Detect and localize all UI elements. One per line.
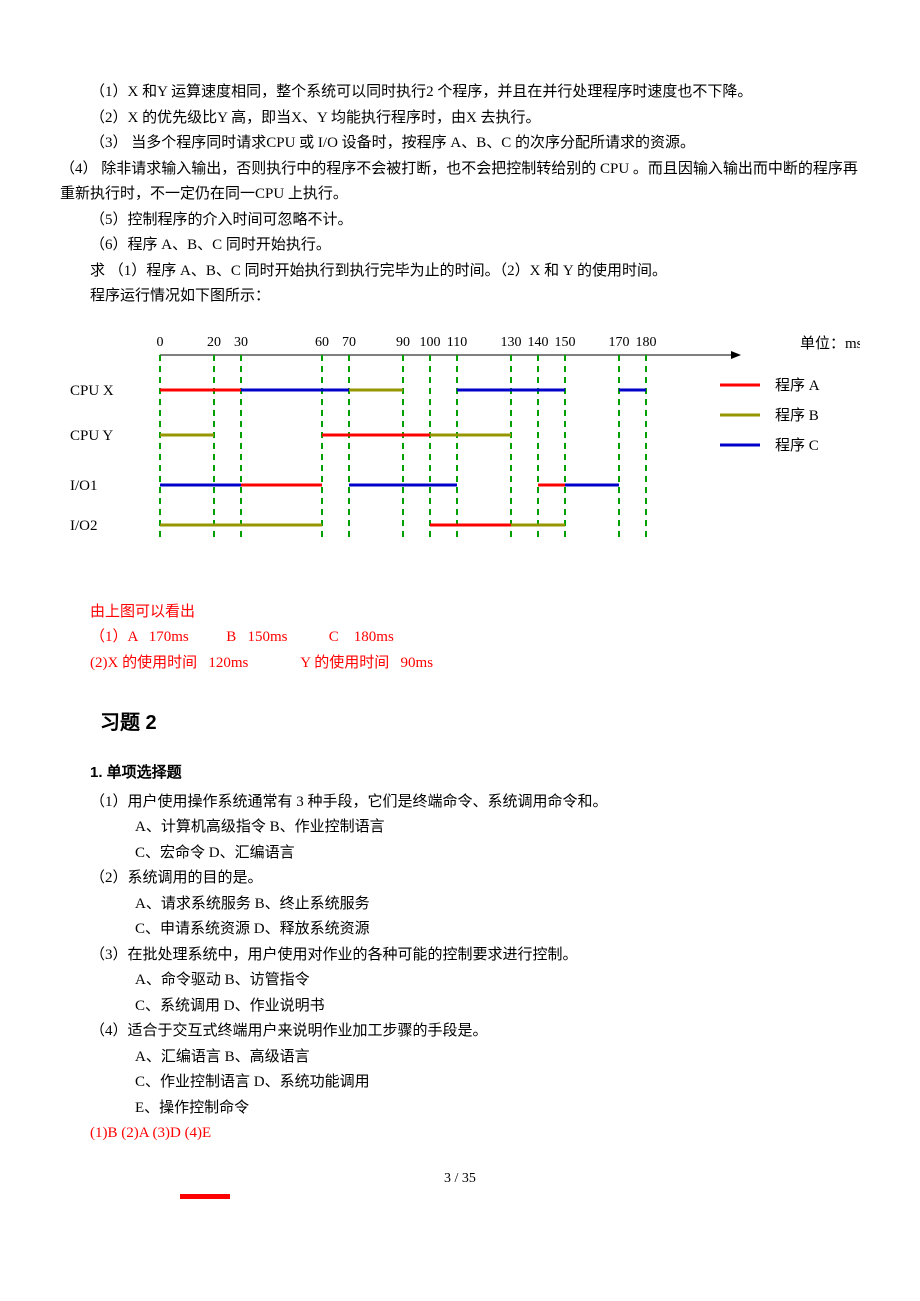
svg-text:140: 140 xyxy=(528,335,549,350)
q2: （2）系统调用的目的是。 xyxy=(90,866,860,892)
svg-text:100: 100 xyxy=(420,335,441,350)
q1-choices-a: A、计算机高级指令 B、作业控制语言 xyxy=(135,815,860,841)
svg-text:20: 20 xyxy=(207,335,221,350)
timing-chart: 单位：ms 0 20 30 60 70 90 100 110 130 140 150 170 180 CPU… xyxy=(60,330,860,590)
page: （1）X 和Y 运算速度相同，整个系统可以同时执行2 个程序，并且在并行处理程序… xyxy=(0,0,920,1239)
svg-text:I/O1: I/O1 xyxy=(70,478,98,494)
svg-text:CPU Y: CPU Y xyxy=(70,428,113,444)
chart-times: （1）A 170ms B 150ms C 180ms xyxy=(90,625,860,651)
q1: （1）用户使用操作系统通常有 3 种手段，它们是终端命令、系统调用命令和。 xyxy=(90,790,860,816)
q2-choices-b: C、申请系统资源 D、释放系统资源 xyxy=(135,917,860,943)
footer-redbar xyxy=(180,1194,230,1199)
q3-choices-b: C、系统调用 D、作业说明书 xyxy=(135,994,860,1020)
paragraph-3: （3） 当多个程序同时请求CPU 或 I/O 设备时，按程序 A、B、C 的次序… xyxy=(60,131,860,157)
svg-text:60: 60 xyxy=(315,335,329,350)
svg-text:程序 A: 程序 A xyxy=(775,377,820,394)
question-head: 1. 单项选择题 xyxy=(90,760,860,786)
svg-text:150: 150 xyxy=(555,335,576,350)
q1-choices-b: C、宏命令 D、汇编语言 xyxy=(135,841,860,867)
paragraph-5: （5）控制程序的介入时间可忽略不计。 xyxy=(60,208,860,234)
q2-choices-a: A、请求系统服务 B、终止系统服务 xyxy=(135,892,860,918)
paragraph-2: （2）X 的优先级比Y 高，即当X、Y 均能执行程序时，由X 去执行。 xyxy=(60,106,860,132)
paragraph-7a: 求 （1）程序 A、B、C 同时开始执行到执行完毕为止的时间。（2）X 和 Y … xyxy=(60,259,860,285)
svg-text:程序 B: 程序 B xyxy=(775,407,819,424)
chart-note1: 由上图可以看出 xyxy=(90,600,860,626)
answers: (1)B (2)A (3)D (4)E xyxy=(90,1121,860,1147)
q4-choices-b: C、作业控制语言 D、系统功能调用 xyxy=(135,1070,860,1096)
q4: （4）适合于交互式终端用户来说明作业加工步骤的手段是。 xyxy=(90,1019,860,1045)
section-title: 习题 2 xyxy=(100,706,860,740)
paragraph-4: （4） 除非请求输入输出，否则执行中的程序不会被打断，也不会把控制转给别的 CP… xyxy=(60,157,860,208)
svg-text:170: 170 xyxy=(609,335,630,350)
q4-choices-c: E、操作控制命令 xyxy=(135,1096,860,1122)
q3-choices-a: A、命令驱动 B、访管指令 xyxy=(135,968,860,994)
svg-text:I/O2: I/O2 xyxy=(70,518,98,534)
page-footer: 3 / 35 xyxy=(60,1167,860,1191)
svg-text:70: 70 xyxy=(342,335,356,350)
svg-text:180: 180 xyxy=(636,335,657,350)
svg-text:30: 30 xyxy=(234,335,248,350)
svg-text:130: 130 xyxy=(501,335,522,350)
svg-text:程序 C: 程序 C xyxy=(775,437,819,454)
svg-text:单位：ms: 单位：ms xyxy=(800,335,860,352)
paragraph-1: （1）X 和Y 运算速度相同，整个系统可以同时执行2 个程序，并且在并行处理程序… xyxy=(60,80,860,106)
svg-text:90: 90 xyxy=(396,335,410,350)
chart-usage: (2)X 的使用时间 120ms Y 的使用时间 90ms xyxy=(90,651,860,677)
svg-text:0: 0 xyxy=(157,335,164,350)
svg-text:CPU X: CPU X xyxy=(70,383,114,399)
svg-text:110: 110 xyxy=(447,335,467,350)
paragraph-7b: 程序运行情况如下图所示： xyxy=(60,284,860,310)
paragraph-6: （6）程序 A、B、C 同时开始执行。 xyxy=(60,233,860,259)
q3: （3）在批处理系统中，用户使用对作业的各种可能的控制要求进行控制。 xyxy=(90,943,860,969)
q4-choices-a: A、汇编语言 B、高级语言 xyxy=(135,1045,860,1071)
